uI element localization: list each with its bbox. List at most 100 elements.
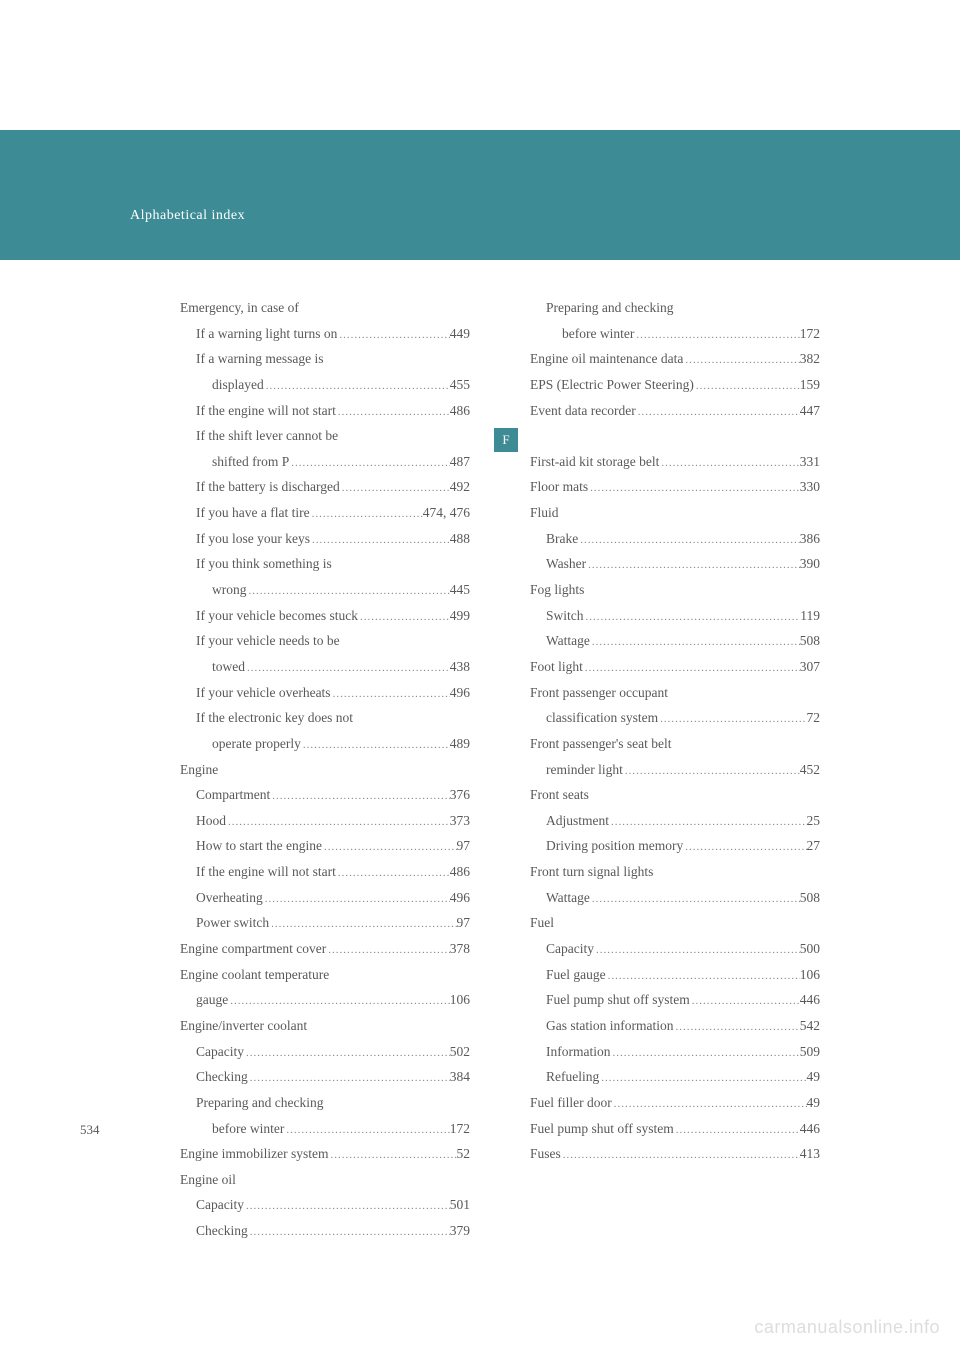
leader-dots: [674, 1120, 800, 1141]
index-entry-label: classification system: [546, 705, 658, 731]
index-entry-label: If your vehicle becomes stuck: [196, 603, 358, 629]
index-entry-label: Washer: [546, 551, 586, 577]
index-entry: towed438: [180, 654, 470, 680]
index-entry: displayed 455: [180, 372, 470, 398]
index-entry-label: Engine compartment cover: [180, 936, 326, 962]
index-entry-label: Capacity: [196, 1192, 244, 1218]
index-entry-page: 500: [800, 936, 820, 962]
leader-dots: [606, 966, 800, 987]
index-entry: Compartment376: [180, 782, 470, 808]
index-content: Emergency, in case ofIf a warning light …: [180, 295, 810, 1244]
index-entry-label: If the battery is discharged: [196, 474, 340, 500]
index-entry-label: Wattage: [546, 628, 590, 654]
index-entry: If your vehicle becomes stuck 499: [180, 603, 470, 629]
index-entry: Event data recorder447: [530, 398, 820, 424]
index-entry-page: 25: [807, 808, 821, 834]
leader-dots: [659, 453, 799, 474]
index-entry-page: 331: [800, 449, 820, 475]
leader-dots: [328, 1145, 456, 1166]
index-entry-label: If you lose your keys: [196, 526, 310, 552]
index-entry-label: Driving position memory: [546, 833, 683, 859]
index-entry-label: Wattage: [546, 885, 590, 911]
index-entry-label: Checking: [196, 1064, 248, 1090]
index-entry: before winter 172: [180, 1116, 470, 1142]
index-entry-label: Engine oil maintenance data: [530, 346, 683, 372]
index-entry-page: 488: [450, 526, 470, 552]
index-entry-page: 452: [800, 757, 820, 783]
index-entry: wrong445: [180, 577, 470, 603]
leader-dots: [561, 1145, 800, 1166]
index-entry-page: 379: [450, 1218, 470, 1244]
index-entry-label: Fuel pump shut off system: [530, 1116, 674, 1142]
index-entry: How to start the engine97: [180, 833, 470, 859]
index-entry: classification system72: [530, 705, 820, 731]
index-entry: If the shift lever cannot be: [180, 423, 470, 449]
leader-dots: [683, 837, 806, 858]
index-entry-label: Engine/inverter coolant: [180, 1013, 307, 1039]
index-entry: Engine coolant temperature: [180, 962, 470, 988]
index-entry-label: Fuel gauge: [546, 962, 606, 988]
leader-dots: [336, 402, 450, 423]
leader-dots: [594, 940, 800, 961]
index-entry-page: 49: [807, 1090, 821, 1116]
index-entry: Fluid: [530, 500, 820, 526]
index-entry: Engine: [180, 757, 470, 783]
index-entry-label: If your vehicle needs to be: [196, 628, 340, 654]
index-entry: Switch119: [530, 603, 820, 629]
leader-dots: [264, 376, 450, 397]
leader-dots: [263, 889, 450, 910]
index-entry-label: Front passenger occupant: [530, 680, 668, 706]
index-entry-page: 172: [450, 1116, 470, 1142]
index-entry: If you have a flat tire474, 476: [180, 500, 470, 526]
leader-dots: [326, 940, 450, 961]
index-entry: Front passenger occupant: [530, 680, 820, 706]
leader-dots: [658, 709, 806, 730]
index-entry: Capacity502: [180, 1039, 470, 1065]
index-entry-page: 499: [450, 603, 470, 629]
index-entry: Gas station information542: [530, 1013, 820, 1039]
index-entry-page: 386: [800, 526, 820, 552]
index-entry: EPS (Electric Power Steering)159: [530, 372, 820, 398]
leader-dots: [228, 991, 450, 1012]
index-entry: Emergency, in case of: [180, 295, 470, 321]
index-entry-label: Fog lights: [530, 577, 584, 603]
leader-dots: [226, 812, 450, 833]
leader-dots: [337, 325, 449, 346]
index-entry: Foot light307: [530, 654, 820, 680]
index-entry-label: displayed: [212, 372, 264, 398]
index-entry: Fog lights: [530, 577, 820, 603]
index-entry: Adjustment25: [530, 808, 820, 834]
index-entry-label: before winter: [212, 1116, 284, 1142]
index-entry-label: Engine immobilizer system: [180, 1141, 328, 1167]
index-entry-page: 474, 476: [423, 500, 470, 526]
index-entry: Fuses413: [530, 1141, 820, 1167]
index-entry-page: 496: [450, 885, 470, 911]
leader-dots: [340, 478, 450, 499]
index-entry-label: Hood: [196, 808, 226, 834]
index-entry-page: 508: [800, 628, 820, 654]
index-entry-label: If the electronic key does not: [196, 705, 353, 731]
index-entry-label: Front seats: [530, 782, 589, 808]
header-band: Alphabetical index: [0, 130, 960, 260]
leader-dots: [609, 812, 807, 833]
index-entry-page: 455: [450, 372, 470, 398]
index-entry: Hood373: [180, 808, 470, 834]
index-entry-page: 496: [450, 680, 470, 706]
index-entry-label: Fluid: [530, 500, 559, 526]
index-entry: Engine/inverter coolant: [180, 1013, 470, 1039]
index-entry: Engine immobilizer system52: [180, 1141, 470, 1167]
index-entry-label: If you think something is: [196, 551, 332, 577]
index-entry-label: Overheating: [196, 885, 263, 911]
index-entry: Engine oil maintenance data382: [530, 346, 820, 372]
leader-dots: [310, 530, 450, 551]
leader-dots: [244, 1043, 450, 1064]
leader-dots: [269, 914, 456, 935]
leader-dots: [690, 991, 800, 1012]
index-entry-page: 501: [450, 1192, 470, 1218]
index-entry: If a warning message is: [180, 346, 470, 372]
index-entry-label: Fuel filler door: [530, 1090, 612, 1116]
index-entry: Wattage 508: [530, 628, 820, 654]
leader-dots: [636, 402, 800, 423]
index-entry: Front passenger's seat belt: [530, 731, 820, 757]
leader-dots: [683, 350, 799, 371]
